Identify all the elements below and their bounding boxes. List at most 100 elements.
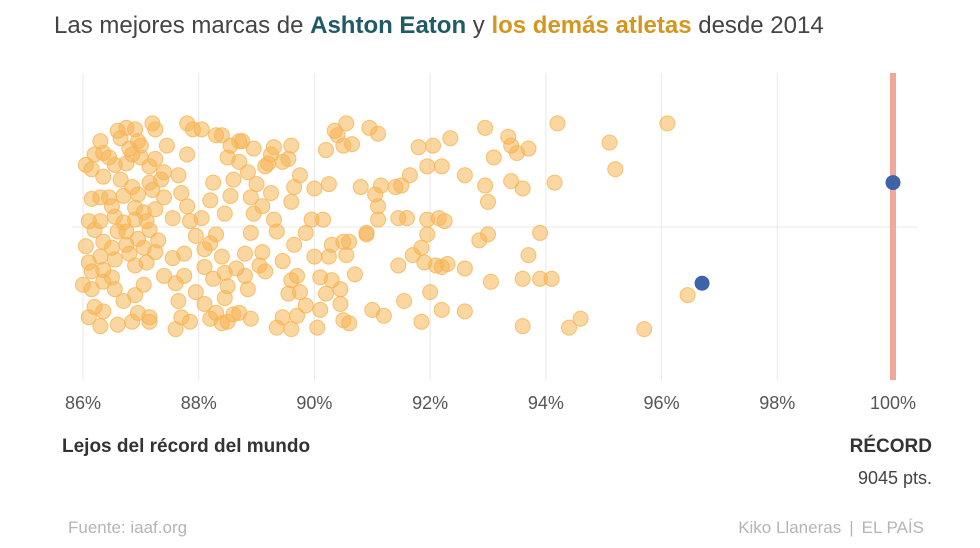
grid — [72, 73, 918, 380]
athlete-point — [358, 226, 375, 243]
athlete-point — [144, 182, 161, 198]
athlete-point — [309, 319, 326, 336]
athlete-point — [335, 233, 352, 250]
source-credit: Fuente: iaaf.org — [68, 518, 188, 537]
athlete-point — [147, 150, 164, 167]
athlete-point — [245, 205, 262, 222]
athlete-point — [92, 133, 109, 150]
athlete-point — [341, 315, 358, 332]
athlete-point — [86, 221, 103, 238]
athlete-point — [173, 184, 190, 201]
athlete-point — [361, 119, 378, 136]
athlete-point — [375, 307, 392, 324]
athlete-point — [202, 310, 219, 327]
athlete-point — [289, 267, 306, 284]
athlete-point — [326, 122, 343, 139]
athlete-point — [158, 137, 175, 154]
x-axis-ticks: 86% 88% 90% 92% 94% 96% 98% 100% — [65, 393, 916, 413]
athlete-point — [433, 158, 450, 175]
athlete-point — [318, 142, 334, 159]
athlete-point — [659, 115, 676, 132]
athlete-point — [83, 281, 100, 298]
athlete-point — [213, 248, 230, 265]
athlete-point — [80, 309, 97, 326]
athlete-point — [242, 224, 259, 241]
athlete-point — [413, 239, 430, 256]
athlete-point — [167, 275, 184, 292]
athlete-point — [208, 226, 225, 243]
athlete-point — [303, 211, 320, 228]
athlete-point — [248, 176, 265, 193]
athlete-point — [187, 284, 204, 301]
athlete-point — [419, 211, 436, 228]
athlete-point — [422, 284, 439, 301]
athlete-point — [601, 134, 618, 151]
athlete-point — [572, 310, 589, 327]
athlete-point — [532, 270, 549, 287]
athlete-point — [216, 205, 233, 222]
athlete-point — [257, 158, 274, 175]
credit-separator: | — [849, 518, 854, 537]
record-label: RÉCORD — [849, 436, 932, 457]
athlete-point — [83, 190, 100, 207]
x-tick-label-86: 86% — [65, 393, 101, 413]
athlete-point — [425, 137, 442, 154]
athlete-point — [173, 309, 190, 326]
x-tick-label-100: 100% — [870, 393, 916, 413]
athlete-point — [150, 232, 167, 249]
athlete-point — [124, 313, 141, 330]
athlete-point — [112, 171, 129, 188]
athlete-point — [390, 210, 407, 227]
athlete-point — [456, 260, 473, 277]
athlete-point — [239, 281, 256, 298]
athlete-point — [95, 273, 112, 290]
athlete-point — [318, 285, 334, 302]
x-tick-label-92: 92% — [412, 393, 448, 413]
record-points: 9045 pts. — [857, 468, 932, 488]
outlet-name: EL PAÍS — [861, 518, 924, 537]
athlete-point — [396, 293, 413, 309]
athlete-point — [141, 221, 158, 238]
athlete-point — [679, 287, 696, 304]
record-line — [890, 73, 896, 380]
athlete-point — [482, 273, 499, 290]
athlete-point — [205, 270, 222, 287]
athlete-point — [370, 198, 387, 215]
athlete-point — [263, 184, 280, 201]
athlete-point — [514, 318, 531, 335]
athlete-point — [109, 316, 126, 333]
athlete-point — [283, 137, 300, 154]
athlete-point — [636, 321, 653, 338]
athlete-point — [115, 187, 132, 204]
x-tick-label-90: 90% — [296, 393, 332, 413]
athlete-point — [179, 198, 196, 215]
athlete-point — [196, 295, 213, 312]
athlete-point — [546, 174, 563, 191]
athlete-point — [237, 245, 253, 262]
athlete-point — [225, 171, 242, 188]
athlete-point — [370, 211, 387, 228]
athlete-point — [265, 211, 282, 228]
athlete-point — [306, 248, 323, 265]
title-suffix: desde 2014 — [691, 12, 824, 39]
athlete-point — [433, 301, 450, 318]
athlete-point — [239, 164, 256, 181]
eaton-point — [694, 275, 710, 291]
athlete-point — [170, 167, 187, 184]
athlete-point — [286, 236, 303, 253]
x-tick-label-88: 88% — [181, 393, 217, 413]
author-credit: Kiko Llaneras | EL PAÍS — [738, 518, 924, 538]
athlete-point — [456, 303, 473, 320]
series-others — [75, 115, 696, 338]
athlete-point — [419, 226, 436, 243]
athlete-point — [503, 173, 520, 190]
athlete-point — [401, 167, 418, 184]
athlete-point — [187, 227, 204, 244]
series-eaton — [694, 175, 901, 291]
athlete-point — [320, 176, 337, 193]
athlete-point — [127, 121, 144, 138]
athlete-point — [245, 140, 262, 157]
athlete-point — [254, 244, 271, 261]
athlete-point — [297, 297, 314, 314]
